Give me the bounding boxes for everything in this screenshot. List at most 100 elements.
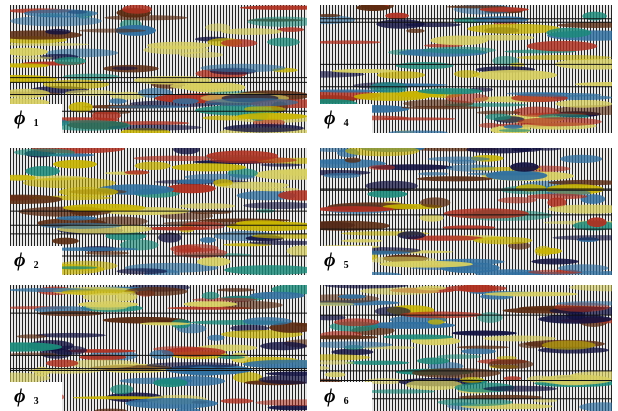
blob: [158, 232, 182, 243]
blob: [320, 302, 355, 307]
blob: [367, 190, 408, 198]
blob: [217, 355, 246, 360]
blob: [213, 179, 233, 187]
blob: [161, 347, 226, 357]
blob: [557, 22, 612, 28]
blob: [267, 405, 307, 411]
blob: [265, 371, 307, 376]
blob: [379, 260, 473, 268]
blob: [39, 222, 123, 229]
blob: [181, 221, 226, 230]
blob: [54, 57, 87, 65]
blob: [397, 231, 426, 240]
mode-symbol: ϕ: [14, 249, 26, 271]
blob: [320, 354, 371, 361]
blob: [116, 268, 168, 275]
blob: [134, 161, 171, 170]
blob: [365, 180, 418, 192]
blob: [107, 105, 190, 109]
blob: [56, 216, 97, 221]
blob: [478, 122, 500, 128]
blob: [451, 330, 517, 336]
blob: [35, 332, 106, 338]
blob: [497, 197, 537, 204]
blob: [320, 159, 386, 169]
blob: [443, 208, 529, 219]
blob: [10, 194, 63, 205]
blob: [236, 112, 307, 120]
blob: [13, 148, 75, 157]
blob: [459, 376, 485, 383]
blob: [260, 341, 307, 351]
blob: [124, 170, 150, 175]
blob: [267, 37, 300, 47]
blob: [445, 93, 489, 103]
blob: [279, 168, 307, 177]
blob: [243, 202, 307, 210]
blob: [548, 179, 612, 186]
blob: [388, 130, 448, 133]
blob: [320, 366, 330, 370]
blob: [43, 79, 110, 90]
blob: [10, 64, 49, 68]
blob: [542, 340, 596, 350]
blob: [23, 9, 98, 18]
blob: [286, 245, 307, 257]
blob: [220, 301, 283, 310]
mode-symbol: ϕ: [324, 385, 336, 407]
blob: [586, 217, 607, 228]
blob: [242, 317, 293, 326]
mode-index: 5: [343, 259, 349, 271]
blob: [323, 172, 361, 179]
blob: [10, 352, 58, 356]
mode-index: 2: [33, 259, 39, 271]
blob: [395, 62, 454, 70]
blob: [419, 197, 451, 208]
blob: [176, 179, 214, 184]
blob: [201, 291, 220, 300]
blob: [10, 47, 49, 56]
blob: [416, 357, 450, 365]
blob: [526, 40, 598, 52]
blob: [247, 16, 307, 27]
blob: [320, 314, 346, 321]
blob: [102, 316, 186, 324]
mode-index: 6: [343, 395, 349, 407]
blob: [25, 165, 60, 177]
blob: [16, 334, 47, 339]
blob: [249, 291, 305, 300]
blob: [365, 389, 436, 394]
blob: [122, 5, 152, 14]
blob: [196, 257, 231, 267]
blob: [11, 56, 53, 60]
blob: [531, 258, 579, 265]
mode-index: 4: [343, 117, 349, 129]
blob: [207, 334, 225, 341]
blob: [199, 237, 217, 243]
blob: [324, 371, 346, 378]
blob: [216, 288, 256, 292]
blob: [518, 341, 547, 349]
blob: [419, 214, 444, 222]
blob: [368, 164, 396, 171]
blob: [179, 51, 224, 58]
blob: [535, 247, 563, 255]
blob: [183, 366, 225, 376]
blob: [175, 408, 201, 411]
blob: [200, 63, 286, 73]
blob: [344, 157, 361, 163]
blob: [555, 301, 612, 306]
blob: [320, 40, 382, 45]
blob: [496, 355, 517, 360]
blob: [260, 163, 302, 167]
blob: [153, 378, 188, 388]
blob: [331, 68, 398, 74]
blob: [558, 264, 609, 273]
blob: [173, 148, 200, 155]
blob: [484, 113, 512, 121]
blob: [10, 15, 102, 27]
mode-index: 3: [33, 395, 39, 407]
blob: [554, 105, 612, 116]
